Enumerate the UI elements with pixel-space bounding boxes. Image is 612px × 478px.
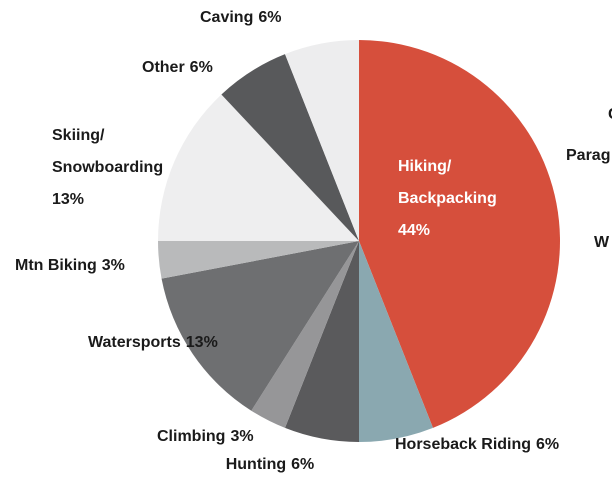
slice-label: Other 6% bbox=[142, 59, 213, 76]
cut-label: W bbox=[594, 234, 610, 251]
slice-value: 44% bbox=[398, 222, 430, 239]
pie-slice bbox=[285, 241, 359, 442]
slice-value: 3% bbox=[102, 257, 125, 274]
slice-value: 6% bbox=[258, 9, 281, 26]
slice-label: Hunting 6% bbox=[226, 456, 315, 473]
slice-name-line: Hiking/ bbox=[398, 158, 452, 175]
pie-slice bbox=[158, 241, 359, 279]
slice-value: 6% bbox=[536, 436, 559, 453]
slice-label: Horseback Riding 6% bbox=[395, 436, 559, 453]
slice-name: Other bbox=[142, 59, 185, 76]
slice-label: Caving 6% bbox=[200, 9, 281, 26]
pie-slice bbox=[285, 40, 359, 241]
cut-label: C bbox=[608, 106, 612, 123]
slice-name: Watersports bbox=[88, 334, 181, 351]
cut-label: Parag bbox=[566, 147, 610, 164]
slice-value: 3% bbox=[230, 428, 253, 445]
slice-name: Mtn Biking bbox=[15, 257, 97, 274]
pie-slice bbox=[359, 241, 433, 442]
slice-name-line: Skiing/ bbox=[52, 127, 105, 144]
slice-name: Hunting bbox=[226, 456, 286, 473]
slice-name: Horseback Riding bbox=[395, 436, 531, 453]
pie-slice bbox=[359, 40, 560, 428]
slice-label: Watersports 13% bbox=[88, 334, 218, 351]
slice-name: Caving bbox=[200, 9, 253, 26]
slice-name: Hiking/Backpacking bbox=[398, 158, 497, 207]
pie-slice bbox=[161, 241, 359, 411]
slice-label: Climbing 3% bbox=[157, 428, 254, 445]
slice-value: 6% bbox=[291, 456, 314, 473]
slice-label: Skiing/Snowboarding 13% bbox=[52, 127, 163, 208]
slice-value: 6% bbox=[190, 59, 213, 76]
slice-name-line: Backpacking bbox=[398, 190, 497, 207]
slice-name: Climbing bbox=[157, 428, 225, 445]
slice-label: Mtn Biking 3% bbox=[15, 257, 125, 274]
slice-value: 13% bbox=[52, 191, 84, 208]
slice-label: Hiking/Backpacking 44% bbox=[398, 158, 497, 239]
pie-slice bbox=[251, 241, 359, 428]
pie-slice bbox=[221, 54, 359, 241]
slice-name: Skiing/Snowboarding bbox=[52, 127, 163, 176]
slice-value: 13% bbox=[186, 334, 218, 351]
slice-name-line: Snowboarding bbox=[52, 159, 163, 176]
pie-slice bbox=[158, 94, 359, 242]
